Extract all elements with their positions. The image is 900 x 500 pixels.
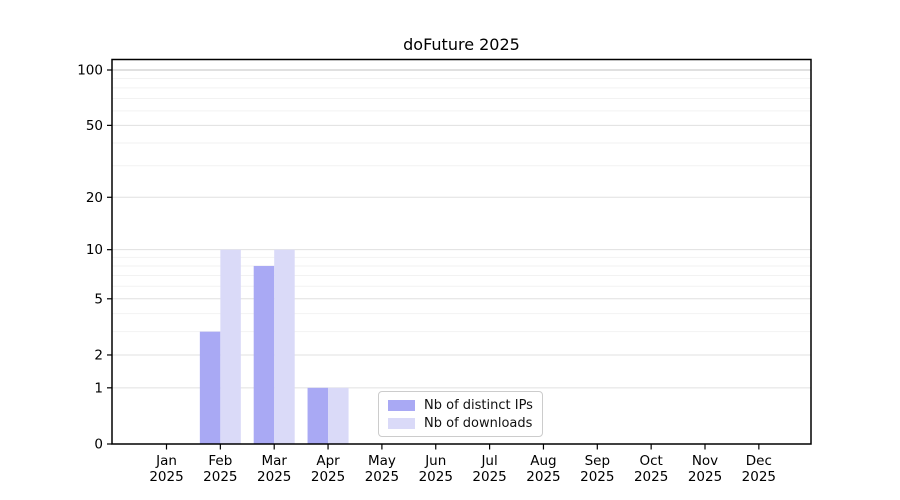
y-tick-label: 20 xyxy=(86,190,103,206)
x-tick-label-year: 2025 xyxy=(742,469,776,485)
legend-item-downloads: Nb of downloads xyxy=(388,416,533,431)
legend-swatch-distinct-ips xyxy=(388,399,415,411)
x-tick-label-month: Feb xyxy=(208,453,232,469)
bar-downloads-feb xyxy=(220,249,241,444)
y-tick-label: 0 xyxy=(94,437,103,453)
x-tick-label-month: Aug xyxy=(530,453,556,469)
x-tick-label-month: Jun xyxy=(424,453,446,469)
x-tick-label-month: Oct xyxy=(639,453,662,469)
legend-item-distinct-ips: Nb of distinct IPs xyxy=(388,398,533,413)
x-tick-label-month: Mar xyxy=(261,453,287,469)
y-tick-label: 50 xyxy=(86,118,103,134)
x-tick-label-year: 2025 xyxy=(419,469,453,485)
y-tick-label: 5 xyxy=(94,291,103,307)
y-tick-label: 10 xyxy=(86,242,103,258)
y-tick-label: 100 xyxy=(77,63,103,79)
legend-swatch-downloads xyxy=(388,417,415,429)
bar-distinct-ips-apr xyxy=(307,387,329,444)
x-tick-label-year: 2025 xyxy=(365,469,399,485)
x-tick-label-year: 2025 xyxy=(203,469,237,485)
x-tick-label-year: 2025 xyxy=(688,469,722,485)
chart-title: doFuture 2025 xyxy=(403,35,520,54)
bar-distinct-ips-mar xyxy=(253,265,275,444)
y-tick-label: 2 xyxy=(94,347,103,363)
x-tick-label-year: 2025 xyxy=(526,469,560,485)
x-tick-label-year: 2025 xyxy=(472,469,506,485)
x-tick-label-month: Apr xyxy=(316,453,340,469)
x-tick-label-year: 2025 xyxy=(257,469,291,485)
x-tick-label-year: 2025 xyxy=(634,469,668,485)
x-tick-label-year: 2025 xyxy=(580,469,614,485)
x-tick-label-month: Jan xyxy=(155,453,177,469)
x-tick-label-year: 2025 xyxy=(311,469,345,485)
x-tick-label-month: Nov xyxy=(692,453,718,469)
x-tick-label-month: Dec xyxy=(746,453,772,469)
y-tick-label: 1 xyxy=(94,380,103,396)
bar-downloads-apr xyxy=(328,387,349,444)
x-tick-label-month: Sep xyxy=(585,453,610,469)
legend: Nb of distinct IPs Nb of downloads xyxy=(378,391,543,437)
legend-label-downloads: Nb of downloads xyxy=(424,415,533,431)
bar-downloads-mar xyxy=(274,249,295,444)
bar-distinct-ips-feb xyxy=(199,331,221,444)
x-tick-label-month: May xyxy=(368,453,396,469)
x-tick-label-month: Jul xyxy=(480,453,497,469)
legend-label-distinct-ips: Nb of distinct IPs xyxy=(424,397,533,413)
plot-border xyxy=(111,58,812,445)
x-tick-label-year: 2025 xyxy=(149,469,183,485)
